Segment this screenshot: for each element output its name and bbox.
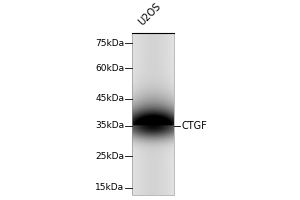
Text: U2OS: U2OS	[137, 1, 163, 27]
Text: 75kDa: 75kDa	[95, 39, 124, 48]
Text: CTGF: CTGF	[182, 121, 207, 131]
Text: 45kDa: 45kDa	[95, 94, 124, 103]
Text: 25kDa: 25kDa	[95, 152, 124, 161]
Text: 35kDa: 35kDa	[95, 121, 124, 130]
Text: 60kDa: 60kDa	[95, 64, 124, 73]
Text: 15kDa: 15kDa	[95, 183, 124, 192]
Bar	[132, 33, 174, 195]
